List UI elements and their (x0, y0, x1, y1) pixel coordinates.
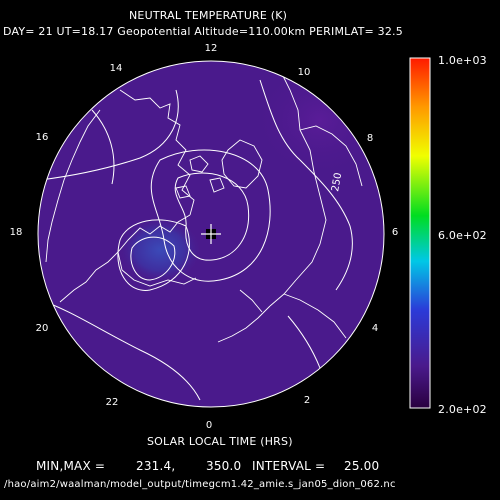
contour-lines (39, 79, 353, 401)
stats-min: 231.4, (136, 459, 176, 473)
hour-label: 18 (10, 227, 23, 238)
cold-core-region (118, 216, 202, 284)
local-time-labels: 12 10 8 6 4 2 0 22 20 18 16 14 (10, 43, 399, 431)
hour-label: 8 (367, 133, 373, 144)
contour-label: 250 (330, 172, 344, 193)
hour-label: 12 (205, 43, 218, 54)
stats-interval-label: INTERVAL = (252, 459, 326, 473)
warm-region (250, 61, 384, 180)
pole-marker (201, 224, 221, 244)
hour-label: 14 (110, 63, 123, 74)
hour-label: 4 (372, 323, 378, 334)
hour-label: 2 (304, 395, 310, 406)
colorbar (409, 57, 431, 409)
colorbar-label-mid: 6.0e+02 (438, 229, 487, 242)
plot-title: NEUTRAL TEMPERATURE (K) (129, 9, 288, 22)
colorbar-label-min: 2.0e+02 (438, 403, 487, 416)
stats-interval: 25.00 (344, 459, 380, 473)
plot-subtitle: DAY= 21 UT=18.17 Geopotential Altitude=1… (3, 25, 403, 38)
hour-label: 22 (106, 397, 119, 408)
x-axis-label: SOLAR LOCAL TIME (HRS) (147, 435, 293, 448)
hour-label: 16 (36, 132, 49, 143)
map-border (37, 60, 385, 408)
stats-minmax-label: MIN,MAX = (36, 459, 106, 473)
hour-label: 6 (392, 227, 398, 238)
hour-label: 0 (206, 420, 212, 431)
file-path: /hao/aim2/waalman/model_output/timegcm1.… (4, 479, 396, 490)
hour-label: 10 (298, 67, 311, 78)
stats-max: 350.0 (206, 459, 242, 473)
hour-label: 20 (36, 323, 49, 334)
colorbar-label-max: 1.0e+03 (438, 54, 487, 67)
coastlines (45, 61, 363, 343)
